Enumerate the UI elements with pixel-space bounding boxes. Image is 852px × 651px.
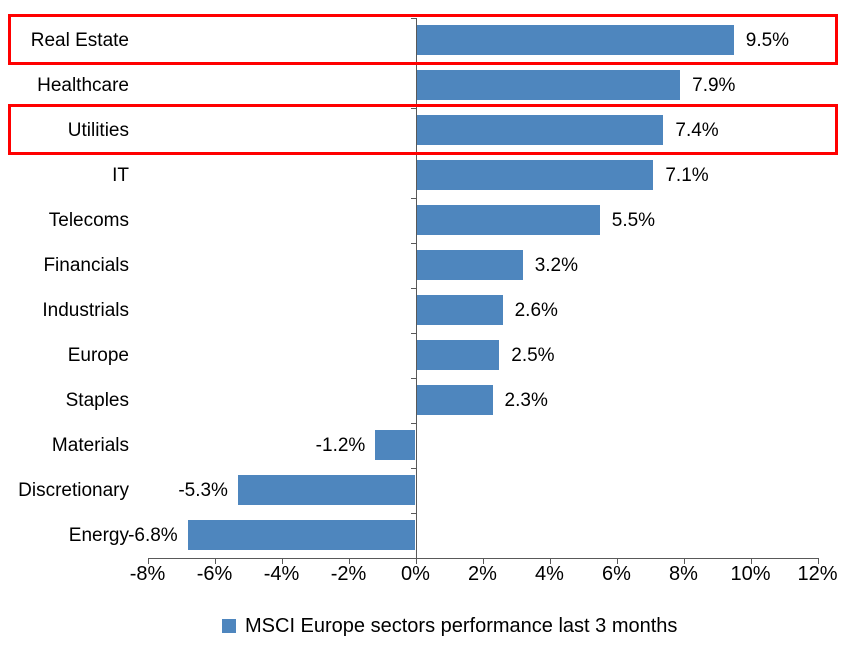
value-label-energy: -6.8% <box>128 524 178 546</box>
bar-industrials <box>415 295 503 325</box>
y-axis-tick <box>410 377 416 379</box>
category-label-industrials: Industrials <box>42 299 129 321</box>
x-axis-tick <box>817 557 819 564</box>
y-axis-tick <box>410 557 416 559</box>
y-axis-tick <box>410 197 416 199</box>
category-label-discretionary: Discretionary <box>18 479 129 501</box>
category-label-europe: Europe <box>67 344 129 366</box>
x-axis-tick <box>147 557 149 564</box>
y-axis-tick <box>410 422 416 424</box>
value-label-it: 7.1% <box>665 164 709 186</box>
category-label-healthcare: Healthcare <box>37 74 129 96</box>
legend: MSCI Europe sectors performance last 3 m… <box>222 612 677 640</box>
legend-swatch-icon <box>222 619 236 633</box>
value-label-utilities: 7.4% <box>675 119 719 141</box>
category-label-utilities: Utilities <box>67 119 129 141</box>
x-axis-tick-label: 12% <box>797 563 838 585</box>
x-axis-tick <box>281 557 283 564</box>
y-axis-tick <box>410 287 416 289</box>
x-axis-tick-label: 4% <box>535 563 564 585</box>
x-axis-tick-label: -4% <box>263 563 300 585</box>
y-axis-tick <box>410 107 416 109</box>
y-axis-tick <box>410 242 416 244</box>
category-label-telecoms: Telecoms <box>48 209 129 231</box>
x-axis-tick <box>616 557 618 564</box>
x-axis-tick <box>415 557 417 564</box>
category-label-energy: Energy <box>68 524 129 546</box>
x-axis-tick <box>482 557 484 564</box>
bar-real-estate <box>415 25 734 55</box>
bar-materials <box>375 430 416 460</box>
x-axis-tick <box>549 557 551 564</box>
value-label-discretionary: -5.3% <box>178 479 228 501</box>
x-axis-tick-label: 0% <box>401 563 430 585</box>
x-axis-tick <box>348 557 350 564</box>
x-axis-tick-label: -8% <box>129 563 166 585</box>
value-label-telecoms: 5.5% <box>611 209 656 231</box>
bar-financials <box>415 250 523 280</box>
bar-staples <box>415 385 493 415</box>
value-label-staples: 2.3% <box>504 389 548 411</box>
category-label-it: IT <box>112 164 129 186</box>
value-label-europe: 2.5% <box>511 344 555 366</box>
bar-healthcare <box>415 70 681 100</box>
legend-label: MSCI Europe sectors performance last 3 m… <box>245 614 678 637</box>
y-axis-tick <box>410 512 416 514</box>
x-axis-tick-label: -6% <box>196 563 233 585</box>
value-label-healthcare: 7.9% <box>692 74 736 96</box>
x-axis-tick-label: -2% <box>330 563 367 585</box>
y-axis-tick <box>410 332 416 334</box>
y-axis-tick <box>410 467 416 469</box>
highlight-box-utilities <box>8 104 838 155</box>
y-axis-line <box>415 17 417 558</box>
bar-it <box>415 160 654 190</box>
y-axis-tick <box>410 17 416 19</box>
bar-europe <box>415 340 500 370</box>
bar-utilities <box>415 115 664 145</box>
x-axis-tick <box>750 557 752 564</box>
x-axis-tick-label: 8% <box>669 563 698 585</box>
category-label-materials: Materials <box>51 434 129 456</box>
value-label-industrials: 2.6% <box>514 299 558 321</box>
bar-energy <box>187 520 416 550</box>
x-axis-tick <box>214 557 216 564</box>
value-label-real-estate: 9.5% <box>745 29 790 51</box>
value-label-materials: -1.2% <box>315 434 366 456</box>
x-axis-tick-label: 6% <box>602 563 631 585</box>
x-axis-tick <box>683 557 685 564</box>
highlight-box-real-estate <box>8 14 838 65</box>
x-axis-tick-label: 2% <box>468 563 497 585</box>
category-label-staples: Staples <box>65 389 129 411</box>
category-label-real-estate: Real Estate <box>30 29 129 51</box>
category-label-financials: Financials <box>43 254 129 276</box>
bar-telecoms <box>415 205 600 235</box>
bar-discretionary <box>237 475 416 505</box>
value-label-financials: 3.2% <box>534 254 578 276</box>
x-axis-tick-label: 10% <box>730 563 771 585</box>
